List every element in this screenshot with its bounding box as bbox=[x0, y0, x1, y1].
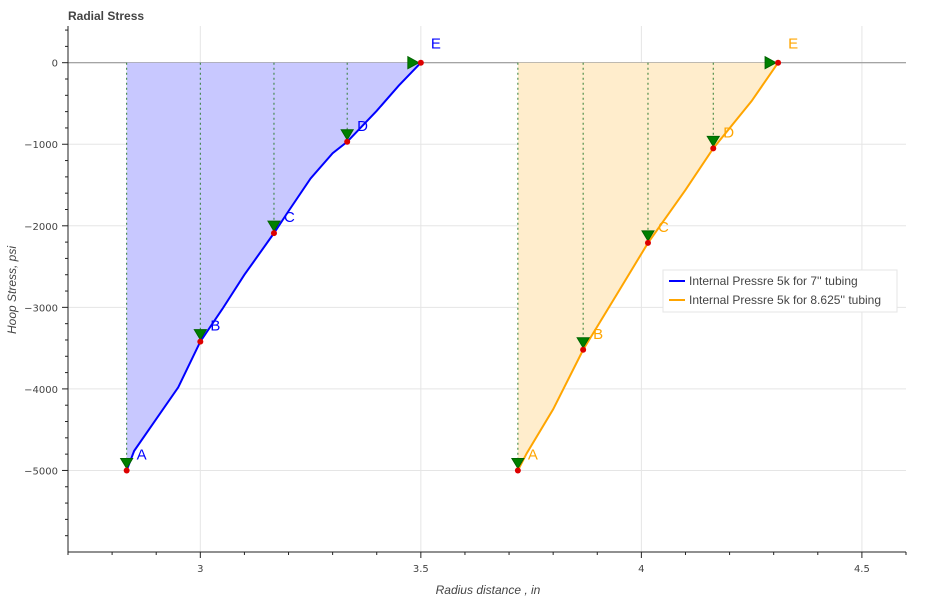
y-tick-label-4: −4000 bbox=[24, 385, 58, 396]
chart-title: Radial Stress bbox=[68, 9, 144, 23]
x-tick-label-1: 3.5 bbox=[413, 564, 429, 575]
legend: Internal Pressre 5k for 7'' tubing Inter… bbox=[662, 269, 898, 313]
series-0-dot-2 bbox=[270, 230, 277, 237]
y-tick-label-2: −2000 bbox=[24, 222, 58, 233]
axes: 3 3.5 4 4.5 0 −1000 −2000 −3000 −4000 −5000 bbox=[24, 26, 907, 575]
series-0-point-label-2: C bbox=[284, 209, 295, 226]
series-0-point-label-4: E bbox=[431, 36, 441, 53]
x-axis-label: Radius distance , in bbox=[436, 583, 541, 597]
y-tick-label-0: 0 bbox=[52, 59, 58, 70]
series-0-dot-0 bbox=[123, 467, 130, 474]
y-tick-label-5: −5000 bbox=[24, 466, 58, 477]
series-1-point-label-1: B bbox=[593, 326, 603, 343]
series-1-marker-2 bbox=[641, 230, 655, 242]
legend-box bbox=[662, 269, 898, 313]
y-tick-label-1: −1000 bbox=[24, 140, 58, 151]
series-1-marker-1 bbox=[576, 337, 591, 349]
series-layer: A B C D E A B C D E bbox=[119, 36, 798, 474]
series-1-point-label-0: A bbox=[528, 446, 538, 463]
series-1-marker-4 bbox=[764, 55, 778, 70]
legend-label-0: Internal Pressre 5k for 7'' tubing bbox=[689, 274, 858, 288]
series-1-point-label-3: D bbox=[723, 124, 734, 141]
series-0-point-label-0: A bbox=[137, 446, 147, 463]
series-0-dot-4 bbox=[417, 59, 424, 66]
series-1-marker-0 bbox=[510, 457, 525, 470]
series-1-dot-4 bbox=[775, 59, 782, 66]
series-0-marker-4 bbox=[407, 55, 420, 70]
x-tick-label-2: 4 bbox=[638, 564, 644, 575]
series-0-point-label-3: D bbox=[357, 118, 368, 135]
series-0-marker-3 bbox=[340, 129, 355, 141]
series-1-marker-3 bbox=[706, 135, 721, 148]
series-1-dot-3 bbox=[710, 145, 717, 152]
series-1-point-label-2: C bbox=[658, 219, 669, 236]
series-1-dot-1 bbox=[580, 346, 587, 353]
y-tick-label-3: −3000 bbox=[24, 303, 58, 314]
legend-label-1: Internal Pressre 5k for 8.625'' tubing bbox=[689, 293, 881, 307]
x-tick-label-3: 4.5 bbox=[854, 564, 870, 575]
series-1-dot-2 bbox=[644, 239, 651, 246]
series-0-dot-1 bbox=[197, 338, 204, 345]
series-0-point-label-1: B bbox=[210, 318, 220, 335]
series-1: A B C D E bbox=[510, 36, 798, 474]
x-tick-label-0: 3 bbox=[197, 564, 203, 575]
series-1-point-label-4: E bbox=[788, 36, 798, 53]
series-0-marker-2 bbox=[267, 220, 281, 233]
series-1-dot-0 bbox=[514, 467, 521, 474]
y-axis-label: Hoop Stress, psi bbox=[5, 246, 19, 334]
series-1-line bbox=[516, 62, 779, 471]
series-0-marker-1 bbox=[193, 329, 208, 341]
series-0-dot-3 bbox=[344, 138, 351, 145]
series-0-marker-0 bbox=[119, 457, 134, 470]
series-0: A B C D E bbox=[119, 36, 441, 474]
